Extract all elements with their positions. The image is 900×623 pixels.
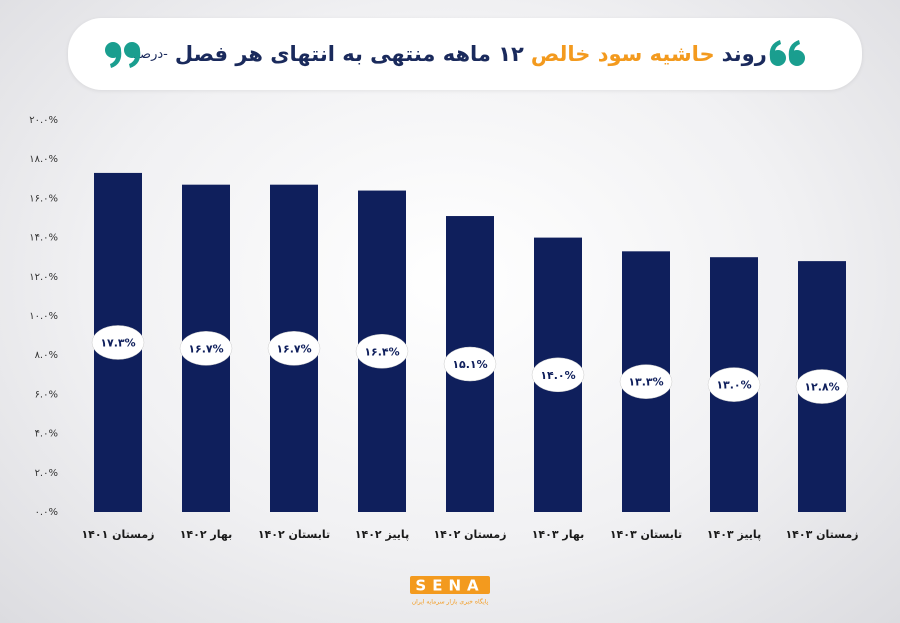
y-tick-label: ۲.۰% bbox=[35, 468, 58, 479]
logo-caption: پایگاه خبری بازار سرمایه ایران bbox=[412, 598, 489, 606]
y-tick-label: ۸.۰% bbox=[35, 350, 58, 361]
logo-bg bbox=[410, 576, 490, 594]
logo: SENA bbox=[415, 577, 484, 595]
value-label-bg bbox=[179, 331, 233, 366]
quote-left bbox=[105, 42, 141, 68]
y-tick-label: ۱۲.۰% bbox=[29, 272, 58, 283]
x-tick-label: تابستان ۱۴۰۳ bbox=[610, 528, 682, 541]
y-tick-label: ۲۰.۰% bbox=[29, 115, 58, 126]
value-label-bg bbox=[795, 369, 849, 404]
value-label: ۱۶.۷% bbox=[188, 342, 223, 355]
y-tick-label: ۱۶.۰% bbox=[29, 193, 58, 204]
x-tick-label: زمستان ۱۴۰۲ bbox=[433, 528, 506, 541]
value-label: ۱۶.۴% bbox=[364, 345, 399, 358]
value-label-bg bbox=[619, 364, 673, 399]
value-label: ۱۷.۳% bbox=[100, 336, 135, 349]
value-label-bg bbox=[267, 331, 321, 366]
title-highlight: حاشیه سود خالص bbox=[530, 42, 715, 66]
x-tick-label: پاییز ۱۴۰۲ bbox=[355, 528, 409, 541]
value-label: ۱۳.۳% bbox=[628, 376, 663, 389]
value-label-bg bbox=[91, 325, 145, 360]
value-label: ۱۲.۸% bbox=[804, 381, 839, 394]
y-tick-label: ۶.۰% bbox=[35, 389, 58, 400]
value-label: ۱۵.۱% bbox=[452, 358, 487, 371]
x-tick-label: پاییز ۱۴۰۳ bbox=[707, 528, 761, 541]
y-tick-label: ۱۴.۰% bbox=[29, 233, 58, 244]
x-tick-label: بهار ۱۴۰۳ bbox=[532, 528, 585, 541]
value-label: ۱۳.۰% bbox=[716, 379, 751, 392]
y-tick-label: ۰.۰% bbox=[35, 507, 58, 518]
x-tick-label: زمستان ۱۴۰۱ bbox=[81, 528, 154, 541]
title-card bbox=[68, 18, 862, 90]
title-part: روند bbox=[721, 42, 767, 66]
y-tick-label: ۴.۰% bbox=[35, 429, 58, 440]
y-tick-label: ۱۰.۰% bbox=[29, 311, 58, 322]
x-tick-label: زمستان ۱۴۰۳ bbox=[785, 528, 858, 541]
x-tick-label: بهار ۱۴۰۲ bbox=[180, 528, 233, 541]
value-label-bg bbox=[707, 367, 761, 402]
quote-right bbox=[769, 40, 805, 66]
x-tick-label: تابستان ۱۴۰۲ bbox=[258, 528, 330, 541]
subtitle: -درصد bbox=[133, 46, 168, 62]
value-label-bg bbox=[355, 334, 409, 369]
value-label: ۱۴.۰% bbox=[540, 369, 575, 382]
title-part: ۱۲ ماهه منتهی به انتهای هر فصل bbox=[174, 42, 524, 66]
value-label-bg bbox=[531, 357, 585, 393]
value-label: ۱۶.۷% bbox=[276, 342, 311, 355]
value-label-bg bbox=[443, 346, 497, 382]
title: روند حاشیه سود خالص ۱۲ ماهه منتهی به انت… bbox=[130, 18, 770, 90]
y-tick-label: ۱۸.۰% bbox=[29, 154, 58, 165]
